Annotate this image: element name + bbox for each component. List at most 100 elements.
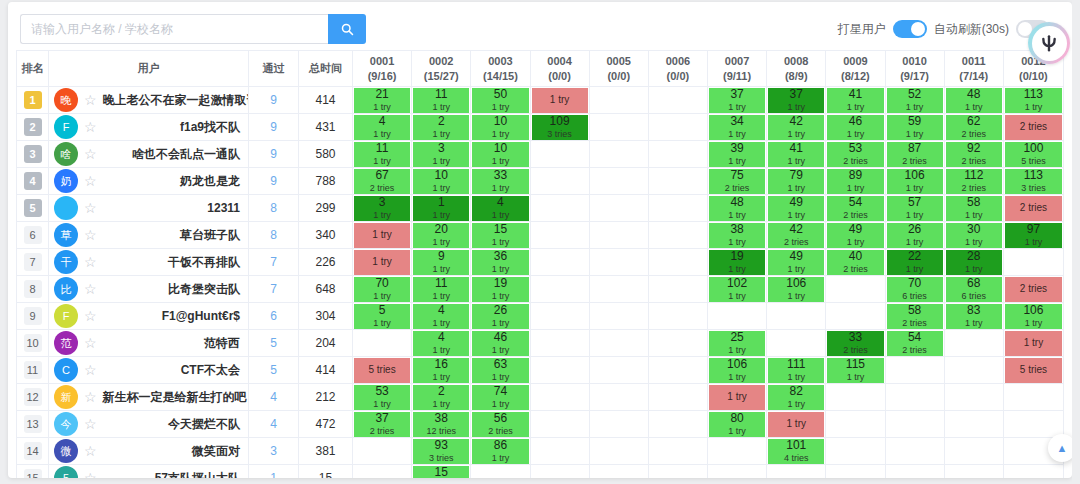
solve-cell-fill: 481 try [946, 88, 1002, 113]
solve-cell: 281 try [945, 249, 1004, 276]
rank-badge: 3 [24, 145, 42, 163]
solve-cell: 461 try [826, 114, 885, 141]
user-cell: F☆F1@gHunt€r$ [49, 303, 249, 330]
passed-count[interactable]: 6 [249, 303, 299, 330]
solve-cell: 686 tries [945, 276, 1004, 303]
rank-cell: 6 [17, 222, 49, 249]
solve-time: 37 [730, 88, 743, 102]
search-button[interactable] [328, 14, 366, 44]
solve-cell: 422 tries [767, 222, 826, 249]
star-icon[interactable]: ☆ [84, 93, 97, 107]
rank-badge: 4 [24, 172, 42, 190]
passed-count[interactable]: 4 [249, 384, 299, 411]
passed-count[interactable]: 9 [249, 87, 299, 114]
solve-cell-fill: 421 try [768, 115, 824, 140]
passed-count[interactable]: 8 [249, 195, 299, 222]
solve-cell-fill: 542 tries [887, 331, 943, 356]
solve-time: 9 [438, 250, 445, 264]
table-body: 1晚☆晚上老公不在家一起激情取证队9414211 try111 try501 t… [17, 87, 1063, 478]
solve-cell-fill: 1014 tries [768, 439, 824, 464]
passed-count[interactable]: 9 [249, 114, 299, 141]
passed-count[interactable]: 8 [249, 222, 299, 249]
solve-tries: 1 try [787, 210, 805, 220]
solve-cell [708, 303, 767, 330]
star-icon[interactable]: ☆ [84, 201, 97, 215]
solve-cell: 391 try [708, 141, 767, 168]
star-icon[interactable]: ☆ [84, 228, 97, 242]
solve-cell-fill: 101 try [413, 169, 469, 194]
team-avatar: 晚 [54, 88, 78, 112]
solve-time: 19 [494, 277, 507, 291]
passed-count[interactable]: 3 [249, 438, 299, 465]
solve-tries: 1 try [728, 345, 746, 355]
search-input[interactable] [20, 14, 328, 44]
star-icon[interactable]: ☆ [84, 282, 97, 296]
passed-count[interactable]: 1 [249, 465, 299, 478]
solve-cell [353, 465, 412, 478]
user-cell: 干☆干饭不再排队 [49, 249, 249, 276]
solve-time: 37 [375, 412, 388, 426]
challenge-column-header: 0006(0/0) [649, 51, 708, 87]
solve-cell-fill: 582 tries [887, 304, 943, 329]
rank-cell: 3 [17, 141, 49, 168]
solve-time: 4 [438, 304, 445, 318]
star-icon[interactable]: ☆ [84, 255, 97, 269]
star-users-toggle[interactable] [893, 20, 927, 38]
solve-cell: 1061 try [886, 168, 945, 195]
solve-cell [886, 384, 945, 411]
passed-count[interactable]: 7 [249, 276, 299, 303]
solve-cell: 381 try [708, 222, 767, 249]
star-icon[interactable]: ☆ [84, 174, 97, 188]
solve-cell-fill: 581 try [946, 196, 1002, 221]
star-icon[interactable]: ☆ [84, 444, 97, 458]
solve-cell-fill: 752 tries [709, 169, 765, 194]
solve-cell-fill: 402 tries [827, 250, 883, 275]
solve-cell: 111 try [353, 141, 412, 168]
solve-tries: 12 tries [426, 426, 456, 436]
star-icon[interactable]: ☆ [84, 120, 97, 134]
solve-cell-fill: 5 tries [1005, 358, 1062, 383]
passed-count[interactable]: 5 [249, 357, 299, 384]
star-icon[interactable]: ☆ [84, 390, 97, 404]
solve-cell [708, 438, 767, 465]
passed-count[interactable]: 9 [249, 168, 299, 195]
star-icon[interactable]: ☆ [84, 417, 97, 431]
auto-refresh-label: 自动刷新(30s) [934, 21, 1009, 38]
passed-count[interactable]: 9 [249, 141, 299, 168]
passed-count[interactable]: 5 [249, 330, 299, 357]
solve-cell-fill: 521 try [887, 88, 943, 113]
solve-cell: 1111 try [767, 357, 826, 384]
solve-cell: 261 try [886, 222, 945, 249]
solve-cell: 461 try [471, 330, 530, 357]
solve-cell [531, 438, 590, 465]
solve-time: 49 [790, 250, 803, 264]
solve-cell [945, 465, 1004, 478]
star-icon[interactable]: ☆ [84, 309, 97, 323]
solve-cell-fill: 41 try [413, 331, 469, 356]
passed-count[interactable]: 4 [249, 411, 299, 438]
solve-tries: 1 try [432, 156, 450, 166]
solve-cell-fill: 41 try [472, 196, 528, 221]
solve-tries: 2 tries [902, 156, 927, 166]
table-row: 8比☆比奇堡突击队7648701 try111 try191 try1021 t… [17, 276, 1063, 303]
solve-cell-fill: 201 try [413, 223, 469, 248]
passed-count[interactable]: 7 [249, 249, 299, 276]
total-time: 472 [299, 411, 353, 438]
team-avatar: F [54, 115, 78, 139]
solve-cell-fill: 411 try [768, 142, 824, 167]
solve-cell [590, 195, 649, 222]
solve-time: 49 [790, 196, 803, 210]
star-icon[interactable]: ☆ [84, 363, 97, 377]
solve-cell [649, 357, 708, 384]
star-icon[interactable]: ☆ [84, 471, 97, 478]
solve-time: 37 [790, 88, 803, 102]
solve-tries: 6 tries [961, 291, 986, 301]
solve-cell: 221 try [886, 249, 945, 276]
solve-time: 15 [435, 466, 448, 478]
team-name: 晚上老公不在家一起激情取证队 [103, 92, 249, 109]
solve-cell-fill: 501 try [472, 88, 528, 113]
star-icon[interactable]: ☆ [84, 336, 97, 350]
solve-cell [590, 465, 649, 478]
star-icon[interactable]: ☆ [84, 147, 97, 161]
solve-cell-fill: 51 try [354, 304, 410, 329]
